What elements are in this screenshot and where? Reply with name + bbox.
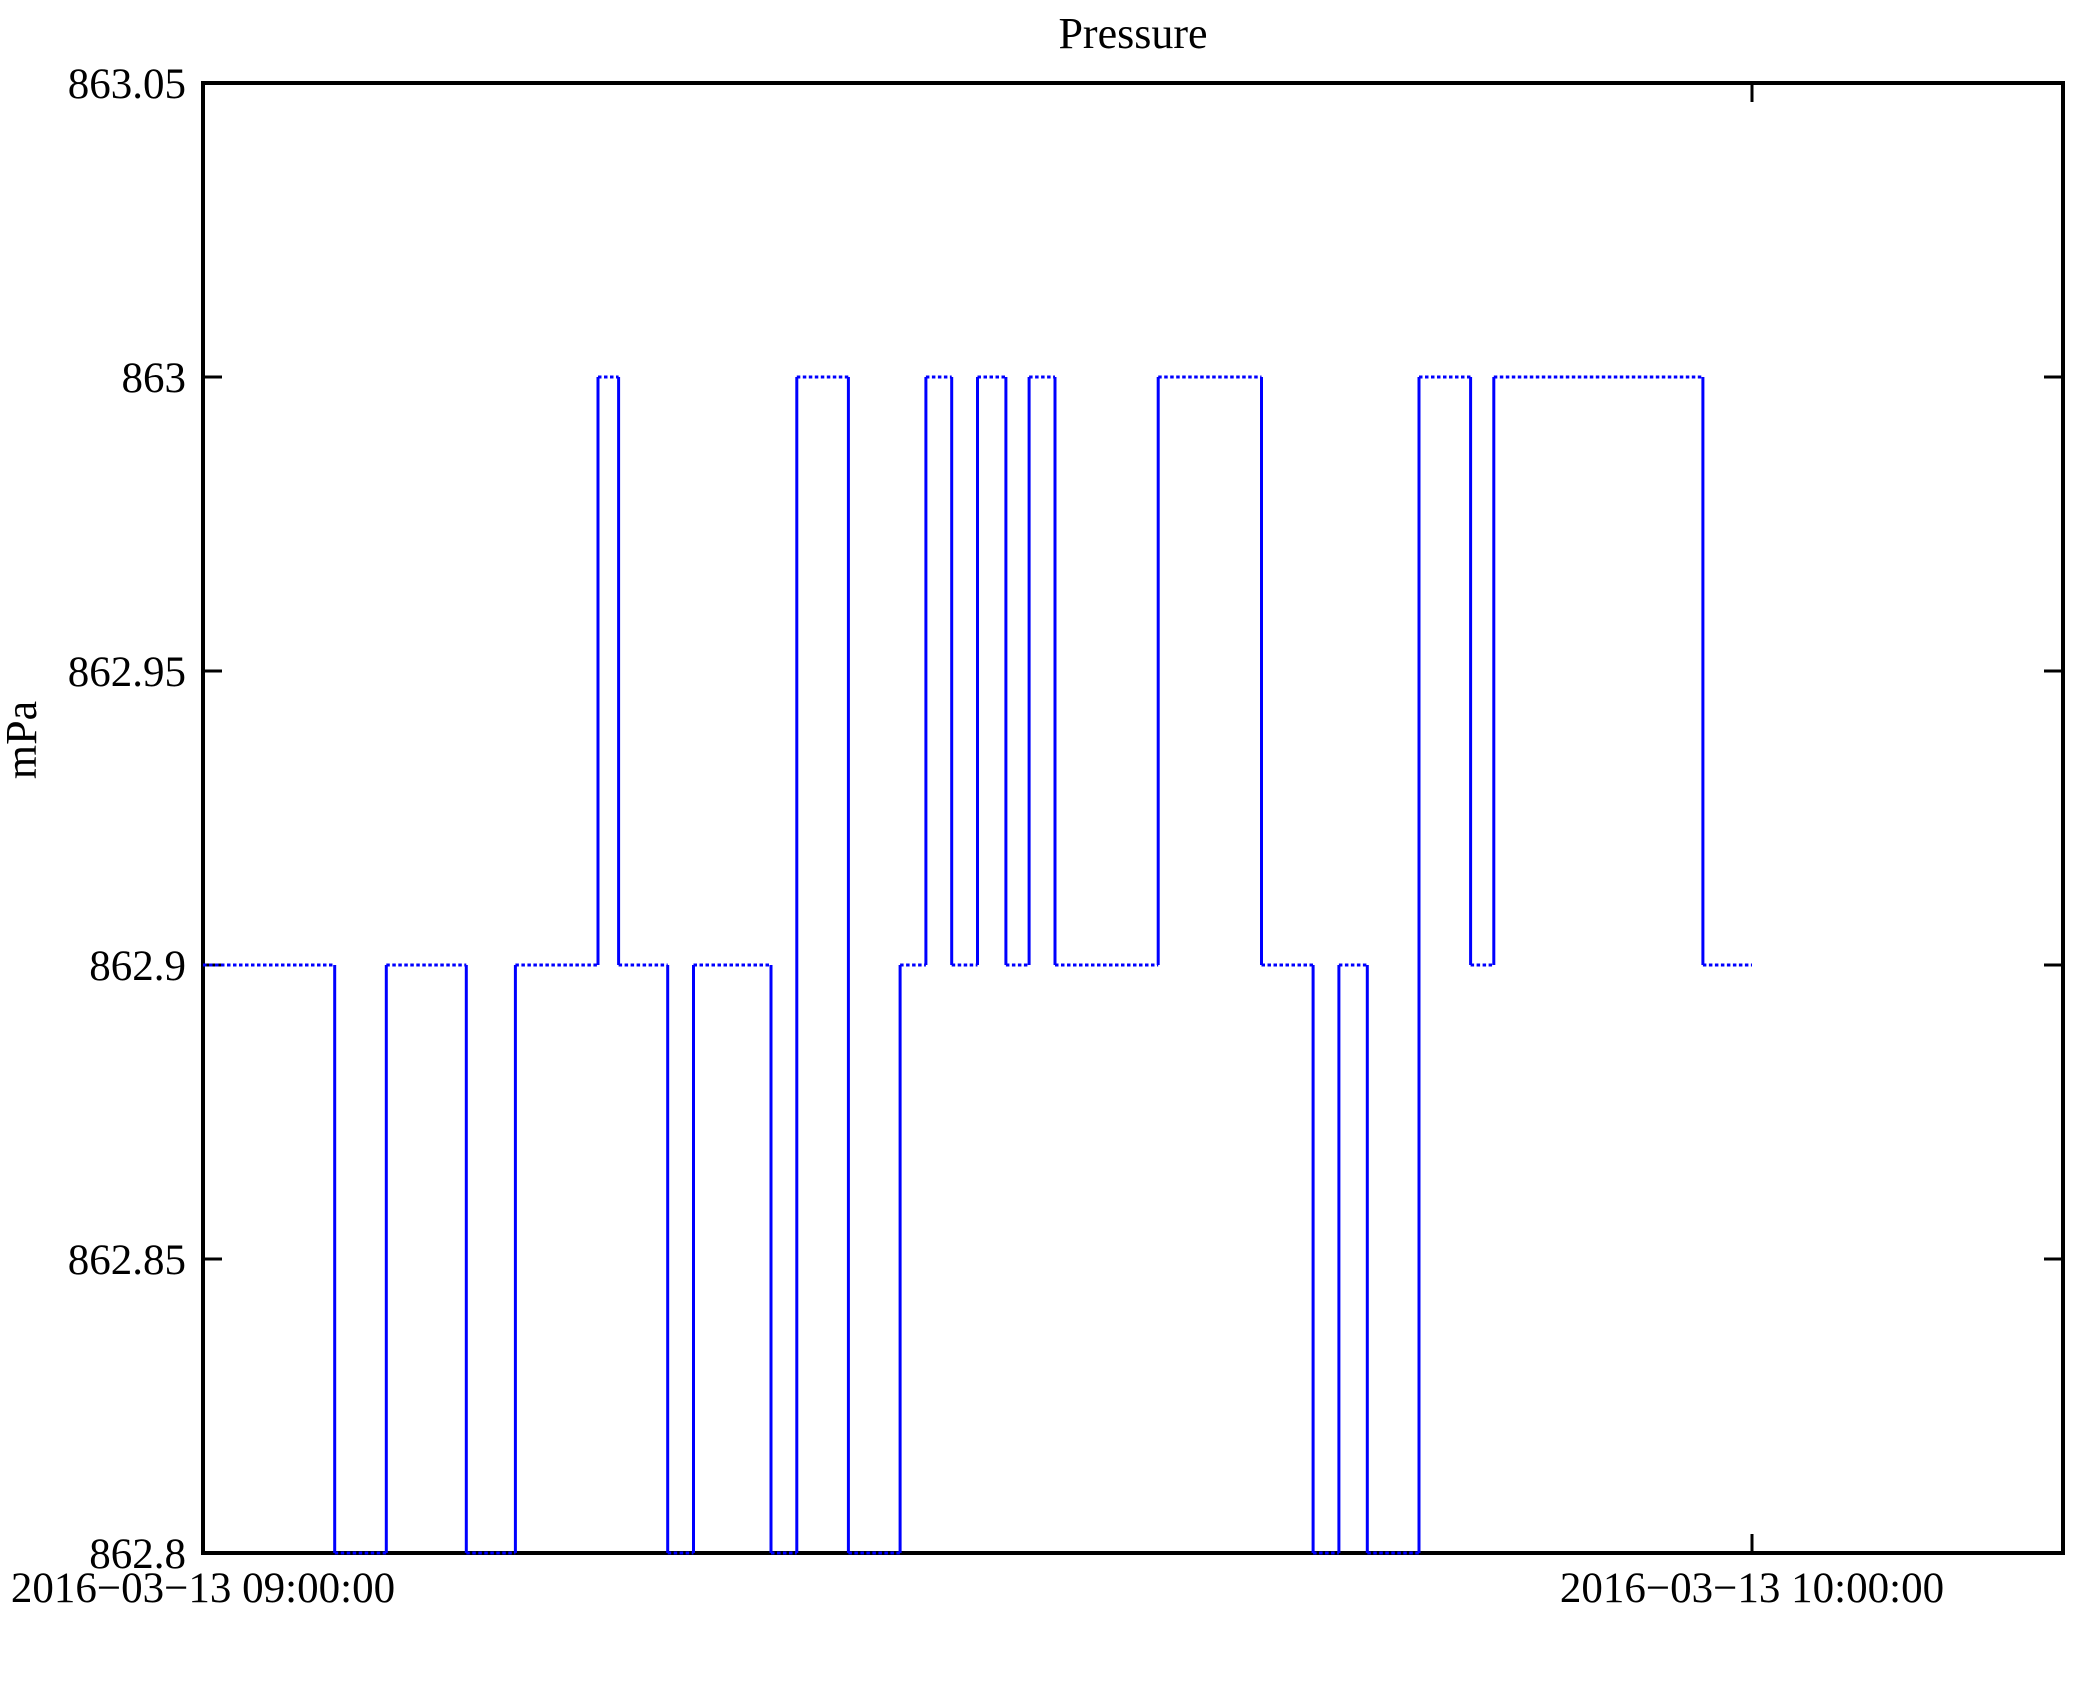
y-tick-label: 862.9 (89, 943, 186, 990)
axis-ticks (201, 81, 2063, 1555)
y-tick-label: 862.8 (89, 1531, 186, 1578)
y-tick-label: 862.85 (68, 1237, 186, 1284)
axis-tick-labels: 862.8 862.85 862.9 862.95 863 863.05 2016−03−1… (11, 61, 1944, 1612)
pressure-series (203, 375, 1752, 1555)
chart-title: Pressure (1058, 9, 1207, 58)
x-tick-label: 2016−03−13 09:00:00 (11, 1565, 395, 1612)
x-tick-label: 2016−03−13 10:00:00 (1560, 1565, 1944, 1612)
y-tick-label: 862.95 (68, 649, 186, 696)
plot-border (201, 81, 2065, 1555)
y-tick-label: 863.05 (68, 61, 186, 108)
y-axis-title: mPa (0, 701, 46, 779)
pressure-line-horizontal-segments (203, 375, 1752, 1555)
y-tick-label: 863 (122, 355, 187, 402)
pressure-line-vertical-segments (333, 377, 1705, 1553)
